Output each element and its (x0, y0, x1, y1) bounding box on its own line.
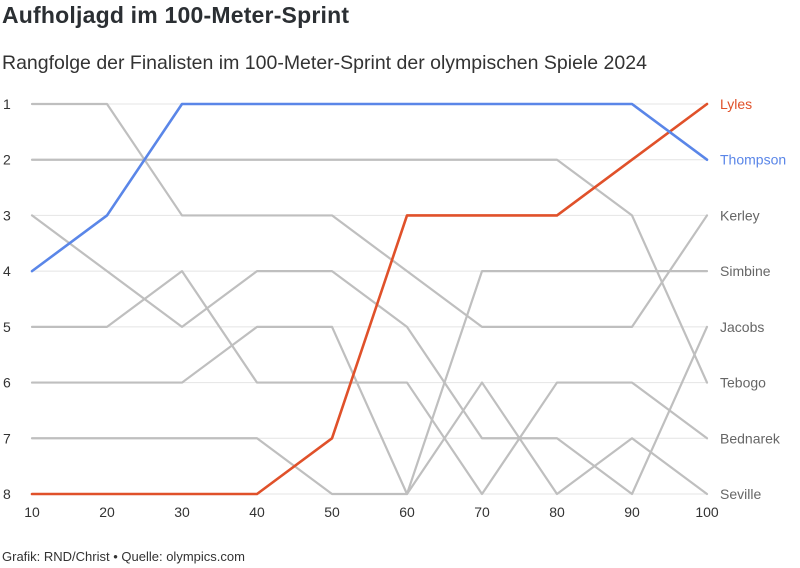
y-tick-label: 7 (3, 430, 11, 446)
y-axis: 1 2 3 4 5 6 7 8 (3, 96, 11, 502)
y-tick-label: 5 (3, 319, 11, 335)
x-tick-label: 20 (99, 504, 115, 520)
x-tick-label: 60 (399, 504, 415, 520)
bump-chart: 1 2 3 4 5 6 7 8 10 20 30 40 50 60 70 80 90 100 Lyles Thom… (3, 96, 786, 520)
x-tick-label: 80 (549, 504, 565, 520)
series-lines-grey (30, 102, 709, 496)
series-label-lyles: Lyles (720, 96, 752, 112)
y-tick-label: 6 (3, 375, 11, 391)
series-line-thompson (30, 102, 709, 273)
series-line-seville (30, 381, 709, 496)
y-tick-label: 4 (3, 263, 11, 279)
chart-subtitle: Rangfolge der Finalisten im 100-Meter-Sp… (2, 52, 647, 74)
y-tick-label: 8 (3, 486, 11, 502)
series-line-bednarek (30, 270, 709, 496)
y-tick-label: 1 (3, 96, 11, 112)
series-line-jacobs (30, 214, 709, 496)
series-line-lyles (30, 102, 709, 496)
series-end-labels: Lyles Thompson Kerley Simbine Jacobs Tebogo Be… (720, 96, 786, 502)
series-label-bednarek: Bednarek (720, 430, 781, 446)
y-tick-label: 2 (3, 152, 11, 168)
x-tick-label: 70 (474, 504, 490, 520)
chart-footer: Grafik: RND/Christ • Quelle: olympics.co… (2, 549, 245, 564)
series-label-seville: Seville (720, 486, 761, 502)
series-label-kerley: Kerley (720, 207, 760, 223)
x-tick-label: 50 (324, 504, 340, 520)
series-lines-highlight (30, 102, 709, 496)
chart-title: Aufholjagd im 100-Meter-Sprint (2, 2, 350, 28)
x-tick-label: 10 (24, 504, 40, 520)
x-tick-label: 30 (174, 504, 190, 520)
series-label-thompson: Thompson (720, 152, 786, 168)
series-line-simbine (30, 270, 709, 496)
series-label-simbine: Simbine (720, 263, 771, 279)
x-tick-label: 100 (695, 504, 719, 520)
series-label-tebogo: Tebogo (720, 375, 766, 391)
x-tick-label: 40 (249, 504, 265, 520)
series-label-jacobs: Jacobs (720, 319, 764, 335)
x-tick-label: 90 (624, 504, 640, 520)
x-axis: 10 20 30 40 50 60 70 80 90 100 (24, 504, 719, 520)
y-tick-label: 3 (3, 207, 11, 223)
